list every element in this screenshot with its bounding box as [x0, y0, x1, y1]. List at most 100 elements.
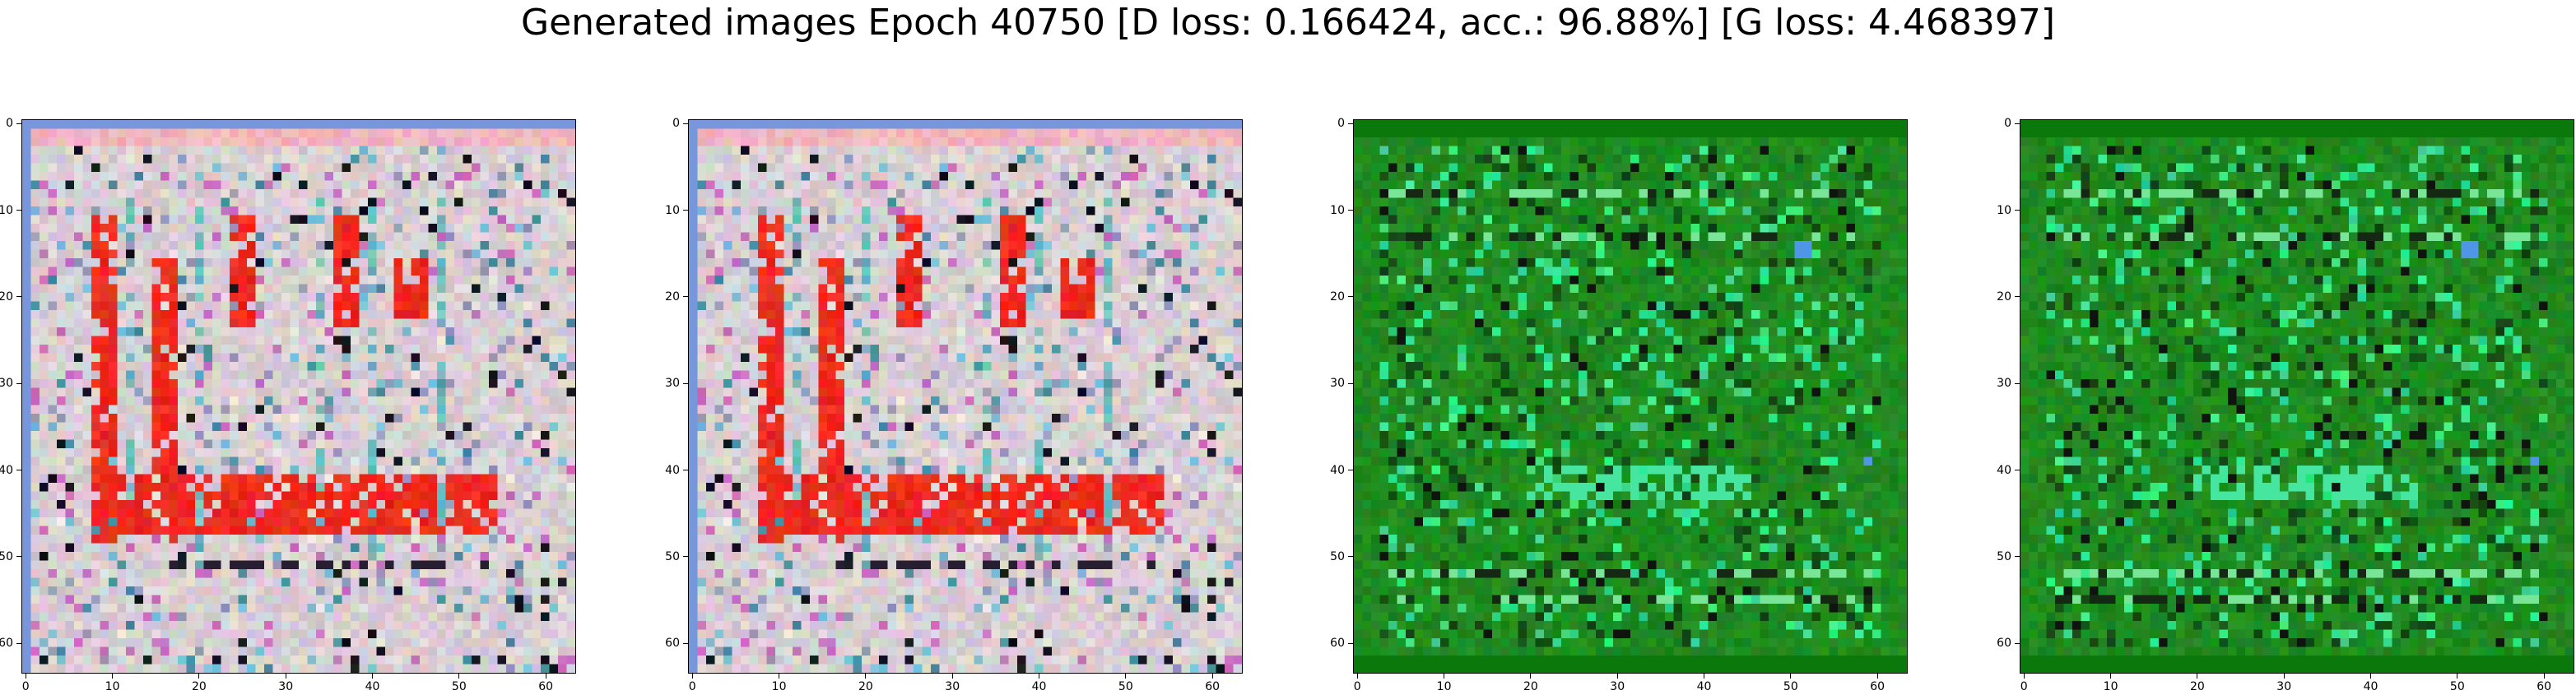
y-tick-label: 30 [665, 377, 680, 391]
x-tick-mark [1530, 674, 1532, 679]
y-tick-mark [683, 556, 688, 558]
y-tick-label: 10 [0, 203, 13, 217]
generated-image-3-pixels [1354, 120, 1907, 673]
x-tick-label: 20 [858, 680, 873, 693]
x-tick-label: 60 [1205, 680, 1221, 693]
x-tick-label: 10 [2103, 680, 2118, 693]
y-tick-label: 40 [0, 463, 13, 477]
x-tick-label: 0 [688, 680, 696, 693]
y-tick-mark [16, 642, 21, 644]
x-tick-label: 60 [1870, 680, 1886, 693]
x-tick-label: 50 [451, 680, 467, 693]
x-tick-mark [1876, 674, 1878, 679]
generated-image-2 [688, 119, 1243, 674]
x-tick-label: 30 [945, 680, 960, 693]
x-tick-mark [1356, 674, 1358, 679]
y-tick-mark [2015, 382, 2020, 384]
y-tick-label: 60 [0, 637, 13, 651]
x-tick-label: 20 [2189, 680, 2205, 693]
y-tick-label: 0 [6, 117, 13, 131]
y-tick-label: 30 [0, 377, 13, 391]
x-tick-label: 10 [1436, 680, 1452, 693]
x-tick-mark [691, 674, 693, 679]
y-tick-label: 60 [1997, 637, 2011, 651]
y-tick-label: 10 [1997, 203, 2011, 217]
x-tick-mark [1616, 674, 1618, 679]
x-tick-label: 40 [2363, 680, 2378, 693]
x-tick-label: 60 [538, 680, 554, 693]
generated-image-1 [21, 119, 576, 674]
x-tick-label: 40 [1031, 680, 1047, 693]
y-tick-label: 20 [0, 290, 13, 303]
x-tick-label: 40 [1696, 680, 1712, 693]
y-tick-label: 20 [1997, 290, 2011, 303]
x-tick-label: 0 [2020, 680, 2028, 693]
y-tick-label: 0 [672, 117, 680, 131]
x-tick-label: 10 [771, 680, 787, 693]
y-tick-label: 0 [2004, 117, 2011, 131]
x-tick-mark [2543, 674, 2545, 679]
x-tick-label: 30 [1610, 680, 1625, 693]
x-tick-label: 0 [21, 680, 30, 693]
x-tick-mark [2370, 674, 2372, 679]
generated-image-4 [2020, 119, 2574, 674]
y-tick-label: 50 [0, 549, 13, 563]
x-tick-label: 20 [191, 680, 207, 693]
y-tick-mark [683, 642, 688, 644]
y-tick-label: 40 [665, 463, 680, 477]
x-tick-mark [2283, 674, 2285, 679]
figure-suptitle: Generated images Epoch 40750 [D loss: 0.… [520, 2, 2056, 44]
y-tick-label: 40 [1997, 463, 2011, 477]
y-tick-label: 0 [1337, 117, 1345, 131]
x-tick-mark [2110, 674, 2112, 679]
generated-image-1-pixels [22, 120, 575, 673]
y-tick-label: 50 [1330, 549, 1345, 563]
y-tick-label: 20 [1330, 290, 1345, 303]
y-tick-mark [16, 123, 21, 124]
x-tick-mark [2023, 674, 2025, 679]
x-tick-mark [1211, 674, 1213, 679]
y-tick-label: 40 [1330, 463, 1345, 477]
y-tick-mark [1348, 210, 1353, 211]
y-tick-mark [683, 296, 688, 298]
y-tick-label: 30 [1330, 377, 1345, 391]
y-tick-label: 10 [665, 203, 680, 217]
y-tick-mark [16, 382, 21, 384]
x-tick-label: 20 [1523, 680, 1538, 693]
x-tick-mark [198, 674, 200, 679]
y-tick-mark [16, 210, 21, 211]
generated-image-3 [1353, 119, 1908, 674]
y-tick-mark [2015, 123, 2020, 124]
y-tick-mark [2015, 296, 2020, 298]
x-tick-mark [112, 674, 114, 679]
y-tick-mark [683, 382, 688, 384]
y-tick-mark [2015, 556, 2020, 558]
x-tick-label: 0 [1353, 680, 1361, 693]
x-tick-mark [951, 674, 953, 679]
x-tick-label: 50 [1118, 680, 1133, 693]
y-tick-mark [2015, 210, 2020, 211]
x-tick-mark [458, 674, 460, 679]
y-tick-label: 60 [665, 637, 680, 651]
y-tick-label: 20 [665, 290, 680, 303]
y-tick-mark [1348, 382, 1353, 384]
generated-image-2-pixels [689, 120, 1242, 673]
y-tick-mark [683, 210, 688, 211]
y-tick-mark [16, 296, 21, 298]
y-tick-mark [1348, 642, 1353, 644]
y-tick-label: 50 [665, 549, 680, 563]
y-tick-label: 50 [1997, 549, 2011, 563]
x-tick-label: 30 [278, 680, 294, 693]
x-tick-label: 10 [105, 680, 120, 693]
x-tick-mark [865, 674, 867, 679]
y-tick-label: 10 [1330, 203, 1345, 217]
y-tick-label: 60 [1330, 637, 1345, 651]
x-tick-mark [1125, 674, 1127, 679]
y-tick-mark [683, 123, 688, 124]
x-tick-label: 60 [2536, 680, 2552, 693]
x-tick-label: 50 [1783, 680, 1798, 693]
y-tick-mark [16, 556, 21, 558]
x-tick-mark [372, 674, 374, 679]
y-tick-mark [1348, 296, 1353, 298]
x-tick-label: 50 [2449, 680, 2465, 693]
